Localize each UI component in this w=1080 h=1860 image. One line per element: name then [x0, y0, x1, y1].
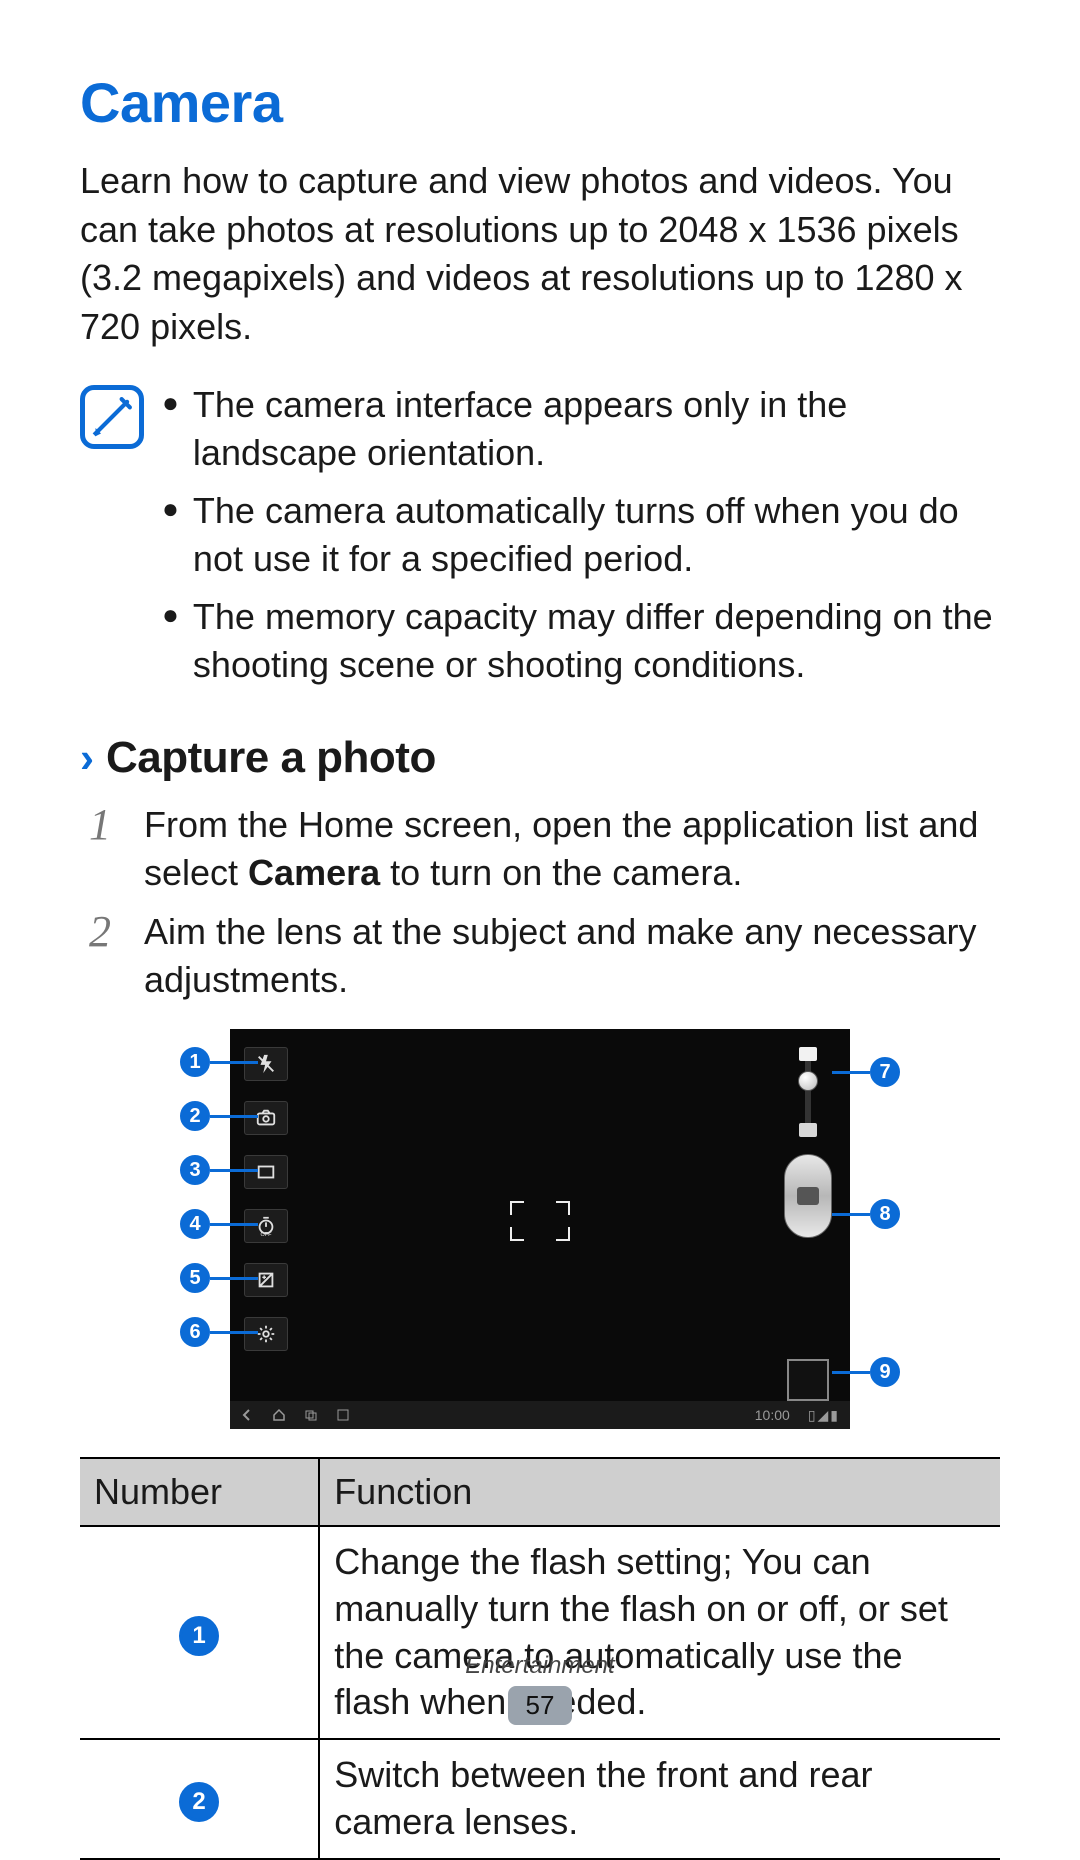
- callout-badge: 6: [180, 1317, 210, 1347]
- note-text: The memory capacity may differ depending…: [193, 593, 1000, 689]
- note-text: The camera interface appears only in the…: [193, 381, 1000, 477]
- back-icon: [240, 1408, 254, 1422]
- status-clock: 10:00: [755, 1407, 790, 1423]
- callout-line: [210, 1169, 258, 1172]
- camera-screenshot: OFF 10:00 ▯◢▮: [230, 1029, 850, 1429]
- recent-icon: [304, 1408, 318, 1422]
- svg-text:OFF: OFF: [261, 1232, 273, 1237]
- screenshot-icon: [336, 1408, 350, 1422]
- step-text: Aim the lens at the subject and make any…: [144, 908, 1000, 1005]
- page: Camera Learn how to capture and view pho…: [0, 0, 1080, 1771]
- note-item: ●The camera automatically turns off when…: [162, 487, 1000, 583]
- step: 1 From the Home screen, open the applica…: [80, 801, 1000, 898]
- step-number: 2: [80, 908, 120, 1005]
- footer-section-label: Entertainment: [0, 1652, 1080, 1680]
- step-text: From the Home screen, open the applicati…: [144, 801, 1000, 898]
- note-icon: [80, 385, 144, 449]
- step-text-bold: Camera: [248, 852, 380, 893]
- callout-line: [832, 1213, 870, 1216]
- callout-badge: 8: [870, 1199, 900, 1229]
- shutter-icon: [797, 1187, 819, 1205]
- focus-brackets-icon: [510, 1201, 570, 1241]
- shutter-button: [784, 1154, 832, 1238]
- number-badge: 2: [179, 1782, 219, 1822]
- note-item: ●The memory capacity may differ dependin…: [162, 593, 1000, 689]
- switch-camera-icon: [244, 1101, 288, 1135]
- table-header-function: Function: [319, 1458, 1000, 1526]
- mode-slider-knob: [798, 1071, 818, 1091]
- callout-line: [210, 1331, 258, 1334]
- table-header-number: Number: [80, 1458, 319, 1526]
- callout-badge: 5: [180, 1263, 210, 1293]
- bullet-icon: ●: [162, 593, 179, 689]
- camera-right-toolbar: [780, 1045, 836, 1405]
- callout-badge: 3: [180, 1155, 210, 1185]
- note-list: ●The camera interface appears only in th…: [162, 381, 1000, 698]
- table-cell-number: 2: [80, 1739, 319, 1859]
- note-block: ●The camera interface appears only in th…: [80, 381, 1000, 698]
- status-bar: 10:00 ▯◢▮: [230, 1401, 850, 1429]
- step-number: 1: [80, 801, 120, 898]
- callout-line: [210, 1223, 258, 1226]
- note-item: ●The camera interface appears only in th…: [162, 381, 1000, 477]
- flash-icon: [244, 1047, 288, 1081]
- subsection-heading: › Capture a photo: [80, 733, 1000, 783]
- callout-line: [832, 1371, 870, 1374]
- callout-badge: 9: [870, 1357, 900, 1387]
- exposure-icon: [244, 1263, 288, 1297]
- home-icon: [272, 1408, 286, 1422]
- callout-badge: 1: [180, 1047, 210, 1077]
- table-header-row: Number Function: [80, 1458, 1000, 1526]
- page-footer: Entertainment 57: [0, 1652, 1080, 1725]
- callout-line: [210, 1277, 258, 1280]
- callout-line: [210, 1061, 258, 1064]
- bullet-icon: ●: [162, 487, 179, 583]
- callout-line: [832, 1071, 870, 1074]
- video-mode-icon: [799, 1123, 817, 1137]
- callout-badge: 4: [180, 1209, 210, 1239]
- gallery-thumbnail: [787, 1359, 829, 1401]
- step: 2 Aim the lens at the subject and make a…: [80, 908, 1000, 1005]
- camera-screenshot-figure: OFF 10:00 ▯◢▮: [180, 1029, 900, 1429]
- photo-mode-icon: [799, 1047, 817, 1061]
- footer-page-number: 57: [508, 1686, 573, 1725]
- status-indicators: ▯◢▮: [808, 1407, 840, 1424]
- settings-icon: [244, 1317, 288, 1351]
- table-row: 2 Switch between the front and rear came…: [80, 1739, 1000, 1859]
- subsection-title: Capture a photo: [106, 733, 436, 783]
- callout-line: [210, 1115, 258, 1118]
- step-text-post: to turn on the camera.: [380, 852, 742, 893]
- mode-icon: [244, 1155, 288, 1189]
- bullet-icon: ●: [162, 381, 179, 477]
- chevron-icon: ›: [80, 734, 94, 782]
- page-title: Camera: [80, 70, 1000, 135]
- number-badge: 1: [179, 1616, 219, 1656]
- callout-badge: 2: [180, 1101, 210, 1131]
- intro-paragraph: Learn how to capture and view photos and…: [80, 157, 1000, 351]
- timer-icon: OFF: [244, 1209, 288, 1243]
- table-cell-function: Switch between the front and rear camera…: [319, 1739, 1000, 1859]
- callout-badge: 7: [870, 1057, 900, 1087]
- camera-left-toolbar: OFF: [244, 1047, 288, 1397]
- note-text: The camera automatically turns off when …: [193, 487, 1000, 583]
